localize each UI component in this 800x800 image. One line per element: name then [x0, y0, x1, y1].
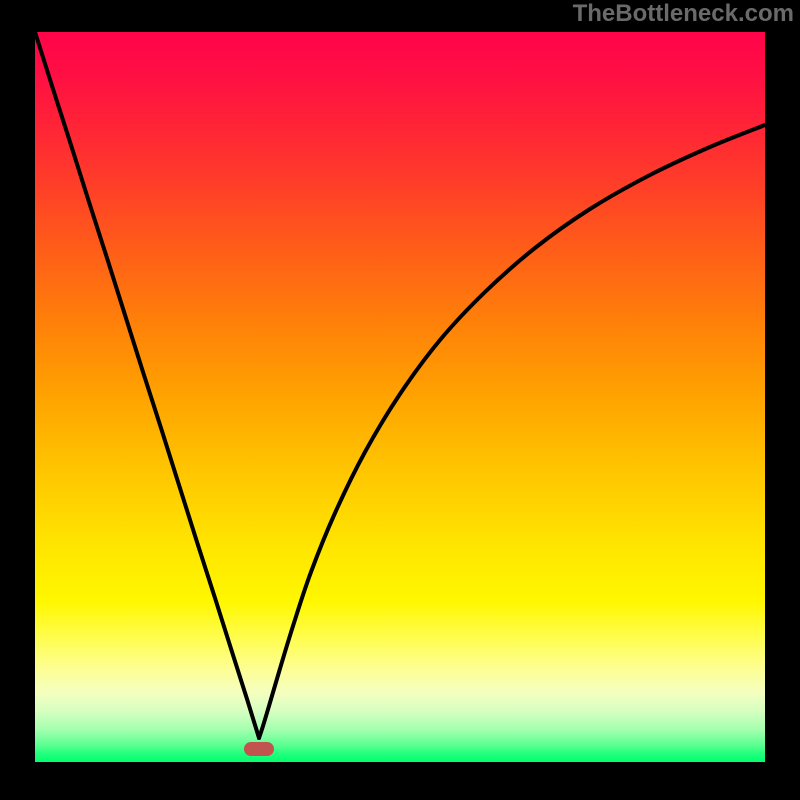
watermark-text: TheBottleneck.com — [573, 0, 794, 28]
minimum-marker — [244, 742, 274, 756]
chart-root: { "watermark": { "text": "TheBottleneck.… — [0, 0, 800, 800]
plot-area — [35, 32, 765, 762]
curve-left-branch — [35, 32, 259, 738]
curve-right-branch — [259, 125, 765, 738]
bottleneck-curve — [35, 32, 765, 762]
